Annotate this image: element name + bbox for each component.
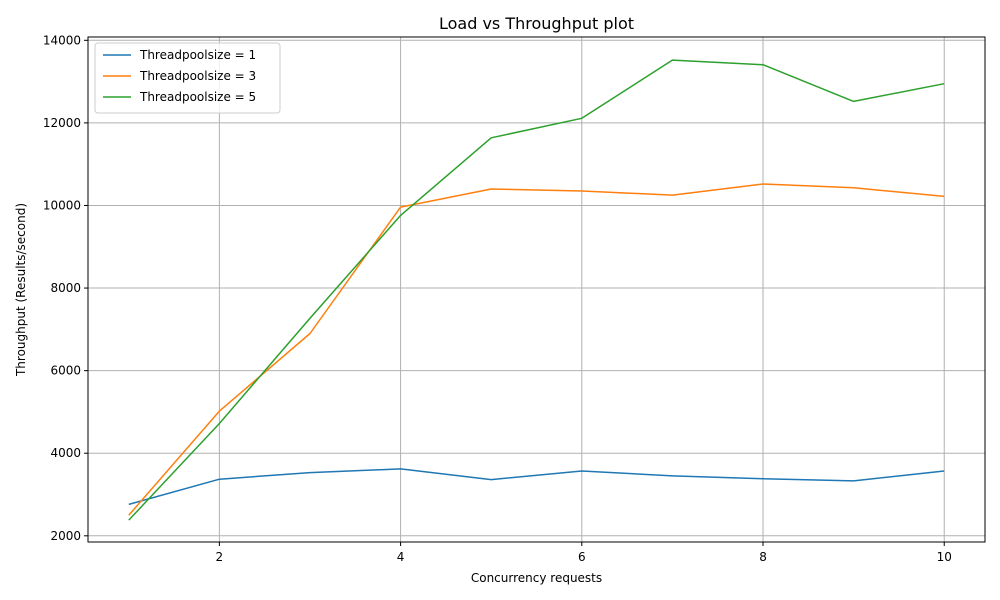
- y-tick-label: 4000: [50, 446, 81, 460]
- plot-frame: [87, 36, 986, 543]
- legend-label: Threadpoolsize = 1: [139, 48, 256, 62]
- grid-lines: [88, 37, 985, 542]
- chart-title: Load vs Throughput plot: [439, 14, 634, 33]
- y-tick-label: 8000: [50, 281, 81, 295]
- x-tick-label: 8: [759, 550, 767, 564]
- series-line-3: [128, 59, 945, 521]
- x-tick-label: 6: [578, 550, 586, 564]
- legend-label: Threadpoolsize = 5: [139, 90, 256, 104]
- y-tick-label: 6000: [50, 364, 81, 378]
- y-axis-label: Throughput (Results/second): [14, 203, 28, 377]
- x-axis-ticks: 2 4 6 8 10: [216, 542, 952, 564]
- y-tick-label: 14000: [43, 33, 81, 47]
- y-tick-label: 12000: [43, 116, 81, 130]
- y-tick-label: 10000: [43, 198, 81, 212]
- legend-box: [94, 42, 281, 114]
- series-line-2: [128, 183, 945, 516]
- x-axis-label: Concurrency requests: [471, 571, 602, 585]
- y-tick-label: 2000: [50, 529, 81, 543]
- series-lines: [128, 59, 945, 521]
- x-tick-label: 10: [937, 550, 952, 564]
- series-line-1: [128, 468, 945, 506]
- x-tick-label: 4: [397, 550, 405, 564]
- x-tick-label: 2: [216, 550, 224, 564]
- y-axis-ticks: 2000 4000 6000 8000 10000 12000 14000: [43, 33, 88, 543]
- legend: Threadpoolsize = 1 Threadpoolsize = 3 Thre…: [94, 42, 281, 114]
- legend-label: Threadpoolsize = 3: [139, 69, 256, 83]
